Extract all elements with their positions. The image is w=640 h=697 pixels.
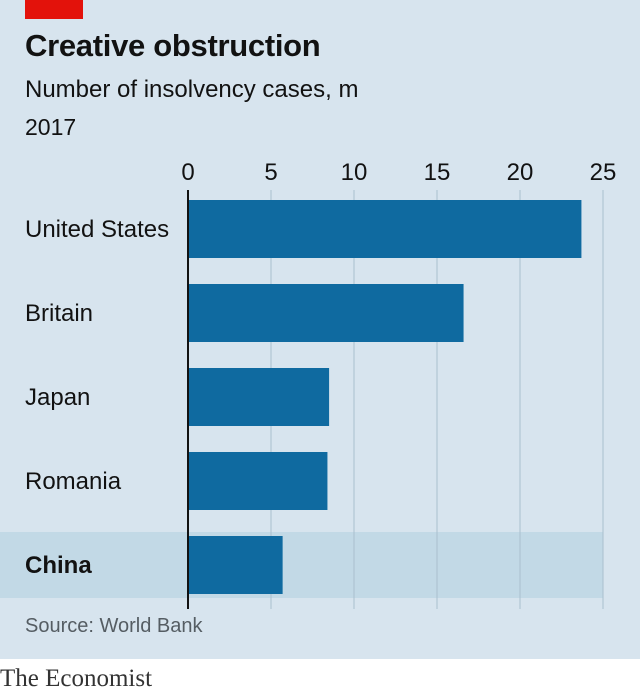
x-tick-label: 25	[590, 159, 617, 186]
category-label: Britain	[25, 300, 93, 327]
highlight-band	[0, 532, 603, 598]
category-label: Japan	[25, 384, 90, 411]
category-label: China	[25, 552, 92, 579]
x-tick-label: 5	[264, 159, 277, 186]
bar	[188, 536, 283, 594]
chart-year: 2017	[25, 114, 77, 140]
bar	[188, 284, 464, 342]
source-note: Source: World Bank	[25, 615, 203, 637]
x-tick-label: 20	[507, 159, 534, 186]
bar-chart: 0 5 10 15 20 25 United States Britain Japan Roman…	[0, 159, 617, 609]
category-label: United States	[25, 216, 169, 243]
x-tick-label: 15	[424, 159, 451, 186]
x-tick-label: 0	[181, 159, 194, 186]
bar	[188, 368, 330, 426]
brand-red-tag	[25, 0, 83, 19]
bar	[188, 200, 582, 258]
bar	[188, 452, 328, 510]
economist-logo: The Economist	[0, 665, 153, 692]
category-label: Romania	[25, 468, 122, 495]
chart-subtitle: Number of insolvency cases, m	[25, 76, 359, 103]
chart-title: Creative obstruction	[25, 28, 321, 63]
x-tick-label: 10	[341, 159, 368, 186]
